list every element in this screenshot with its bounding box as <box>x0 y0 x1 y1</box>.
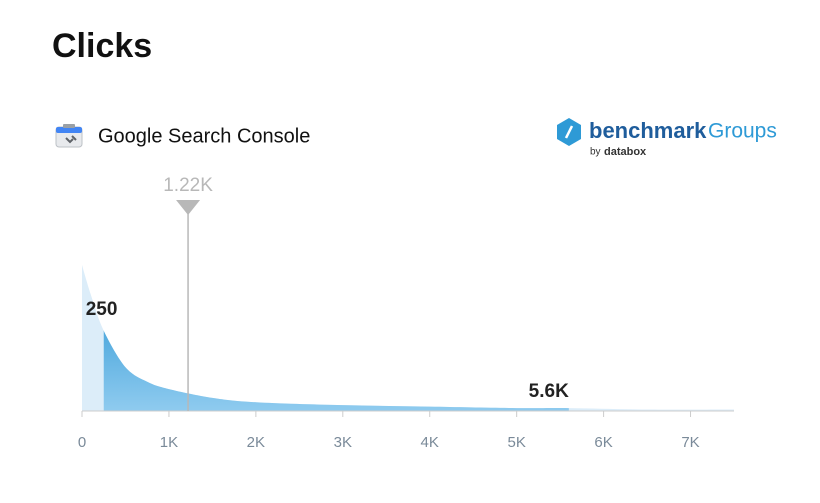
x-tick-label: 6K <box>594 434 612 451</box>
x-tick-label: 0 <box>78 434 86 451</box>
high-label: 5.6K <box>529 381 569 402</box>
brand-product: Groups <box>708 120 777 143</box>
highlight-area <box>103 330 569 411</box>
x-tick-label: 3K <box>334 434 352 451</box>
x-tick-label: 2K <box>247 434 265 451</box>
x-tick-label: 7K <box>681 434 699 451</box>
x-tick-label: 5K <box>507 434 525 451</box>
x-tick-label: 4K <box>421 434 439 451</box>
brand-company: databox <box>604 146 647 158</box>
median-label: 1.22K <box>163 175 213 196</box>
x-tick-label: 1K <box>160 434 178 451</box>
chart-title: Clicks <box>52 27 152 65</box>
brand-name: benchmark <box>589 118 707 143</box>
median-marker <box>176 200 201 215</box>
brand-by: by <box>590 147 601 158</box>
source-label: Google Search Console <box>98 125 310 147</box>
source-icon <box>55 124 83 148</box>
brand-logo: benchmark Groups by databox <box>557 118 777 158</box>
low-label: 250 <box>86 299 118 320</box>
density-area <box>82 265 734 411</box>
